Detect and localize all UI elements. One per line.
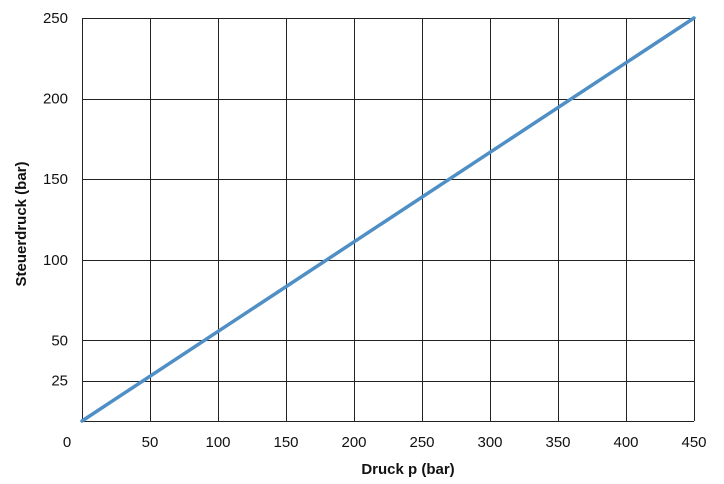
y-tick-label: 150 (43, 171, 68, 188)
x-tick-label: 250 (409, 434, 434, 451)
y-tick-label: 200 (43, 91, 68, 108)
x-tick-label: 450 (681, 434, 706, 451)
x-tick-label: 200 (341, 434, 366, 451)
y-axis-title: Steuerdruck (bar) (13, 161, 30, 286)
x-axis-title: Druck p (bar) (361, 461, 454, 478)
series-layer (80, 16, 696, 423)
y-tick-label: 250 (43, 10, 68, 27)
y-tick-label: 50 (51, 332, 68, 349)
grid (82, 18, 695, 422)
x-tick-label: 50 (142, 434, 159, 451)
y-tick-label: 100 (43, 252, 68, 269)
x-tick-label: 300 (477, 434, 502, 451)
x-tick-label: 0 (63, 434, 71, 451)
x-tick-label: 150 (273, 434, 298, 451)
x-tick-label: 350 (545, 434, 570, 451)
y-tick-label: 25 (51, 373, 68, 390)
x-tick-label: 400 (613, 434, 638, 451)
series-line (80, 16, 696, 423)
tick-labels: 0 50 100 150 200 250 300 350 400 450 25 50 100 150 200… (43, 10, 707, 451)
x-tick-label: 100 (205, 434, 230, 451)
